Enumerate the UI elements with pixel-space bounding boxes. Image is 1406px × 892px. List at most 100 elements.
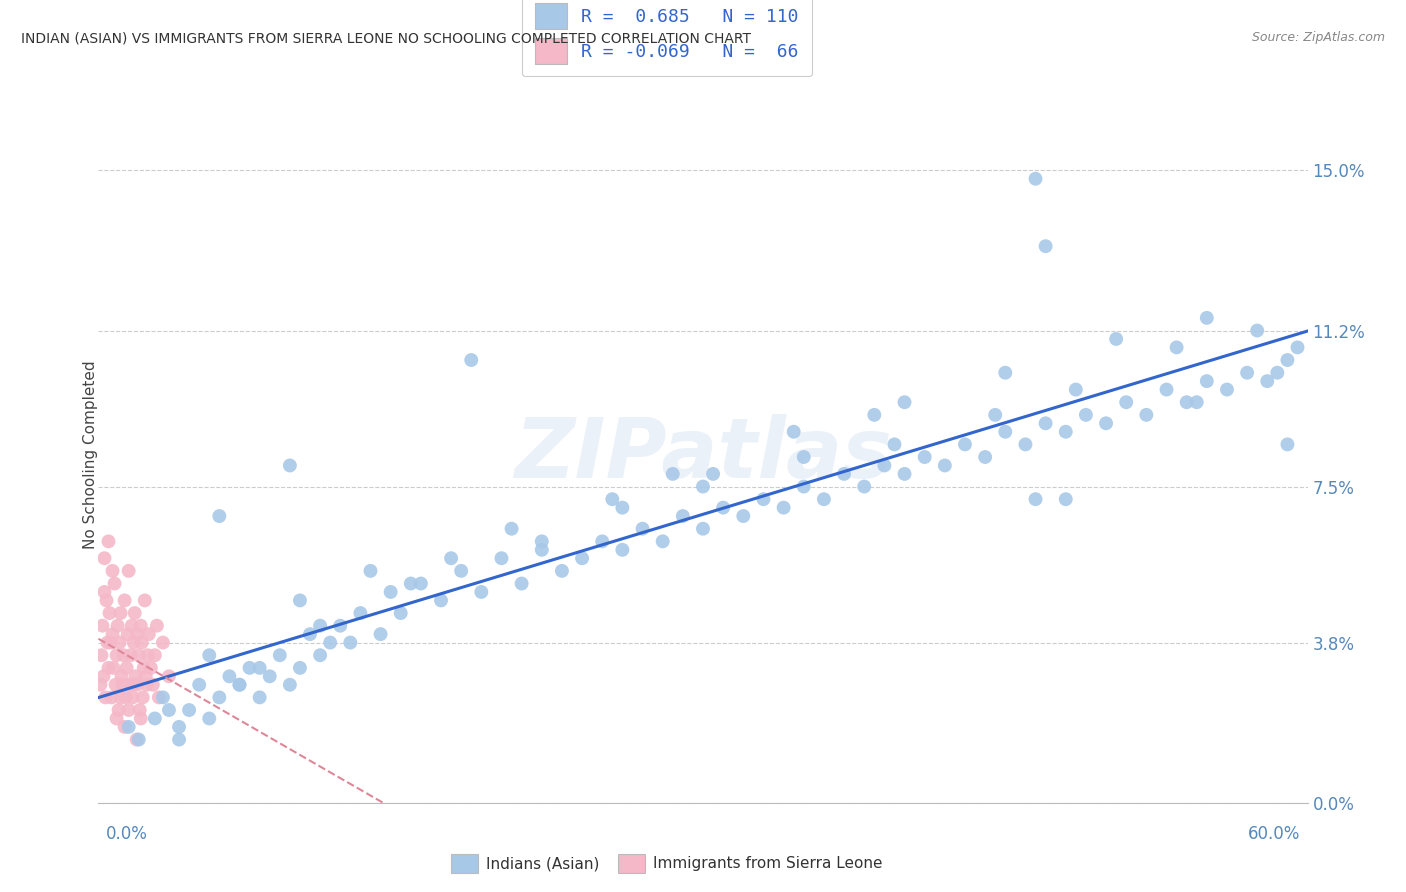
Point: [1014, 437, 1036, 451]
Point: [142, 678, 165, 692]
Point: [430, 593, 453, 607]
Y-axis label: No Schooling Completed: No Schooling Completed: [83, 360, 97, 549]
Point: [146, 618, 169, 632]
Point: [733, 509, 755, 524]
Point: [491, 551, 513, 566]
Point: [1277, 353, 1299, 368]
Point: [1195, 310, 1218, 325]
Point: [309, 648, 332, 663]
Point: [612, 542, 634, 557]
Point: [118, 564, 141, 578]
Point: [110, 690, 132, 705]
Point: [120, 648, 142, 663]
Point: [179, 703, 201, 717]
Point: [139, 661, 162, 675]
Point: [148, 690, 170, 705]
Point: [101, 627, 124, 641]
Point: [612, 500, 634, 515]
Point: [974, 450, 997, 464]
Point: [1166, 340, 1188, 354]
Point: [114, 720, 136, 734]
Point: [360, 564, 382, 578]
Point: [110, 606, 132, 620]
Point: [128, 732, 150, 747]
Point: [460, 353, 482, 368]
Point: [672, 509, 695, 524]
Point: [105, 648, 128, 663]
Point: [329, 618, 352, 632]
Point: [198, 648, 221, 663]
Point: [1054, 492, 1077, 507]
Point: [167, 720, 190, 734]
Point: [125, 669, 148, 683]
Point: [1035, 239, 1057, 253]
Point: [143, 711, 166, 725]
Point: [121, 690, 143, 705]
Point: [134, 593, 156, 607]
Point: [107, 618, 129, 632]
Point: [125, 732, 148, 747]
Point: [152, 635, 174, 649]
Point: [278, 458, 301, 473]
Point: [309, 618, 332, 632]
Text: Source: ZipAtlas.com: Source: ZipAtlas.com: [1251, 31, 1385, 45]
Point: [832, 467, 855, 481]
Point: [107, 703, 129, 717]
Point: [793, 479, 815, 493]
Point: [105, 711, 128, 725]
Point: [118, 720, 141, 734]
Point: [1115, 395, 1137, 409]
Point: [112, 648, 135, 663]
Point: [117, 627, 139, 641]
Point: [530, 542, 553, 557]
Point: [752, 492, 775, 507]
Point: [1185, 395, 1208, 409]
Point: [440, 551, 463, 566]
Point: [1105, 332, 1128, 346]
Legend: Indians (Asian), Immigrants from Sierra Leone: Indians (Asian), Immigrants from Sierra …: [444, 847, 889, 879]
Point: [914, 450, 936, 464]
Point: [129, 711, 152, 725]
Point: [122, 635, 145, 649]
Point: [1236, 366, 1258, 380]
Point: [118, 703, 141, 717]
Point: [783, 425, 806, 439]
Point: [1175, 395, 1198, 409]
Point: [114, 690, 136, 705]
Point: [702, 467, 724, 481]
Point: [450, 564, 472, 578]
Point: [228, 678, 250, 692]
Text: 60.0%: 60.0%: [1249, 825, 1301, 843]
Point: [1246, 324, 1268, 338]
Point: [93, 551, 115, 566]
Point: [288, 661, 311, 675]
Point: [631, 522, 654, 536]
Point: [143, 648, 166, 663]
Point: [115, 661, 138, 675]
Point: [136, 648, 159, 663]
Point: [1024, 171, 1046, 186]
Point: [125, 678, 148, 692]
Point: [97, 661, 120, 675]
Point: [339, 635, 361, 649]
Point: [131, 635, 153, 649]
Point: [370, 627, 392, 641]
Point: [103, 576, 125, 591]
Text: ZIPatlas: ZIPatlas: [515, 415, 891, 495]
Point: [96, 635, 118, 649]
Point: [96, 593, 118, 607]
Point: [198, 711, 221, 725]
Text: INDIAN (ASIAN) VS IMMIGRANTS FROM SIERRA LEONE NO SCHOOLING COMPLETED CORRELATIO: INDIAN (ASIAN) VS IMMIGRANTS FROM SIERRA…: [21, 31, 751, 45]
Point: [863, 408, 886, 422]
Point: [1216, 383, 1239, 397]
Point: [208, 690, 231, 705]
Point: [278, 678, 301, 692]
Point: [994, 366, 1017, 380]
Point: [1095, 417, 1118, 431]
Point: [110, 669, 132, 683]
Point: [132, 661, 155, 675]
Point: [1256, 374, 1278, 388]
Point: [571, 551, 593, 566]
Point: [319, 635, 342, 649]
Point: [692, 479, 714, 493]
